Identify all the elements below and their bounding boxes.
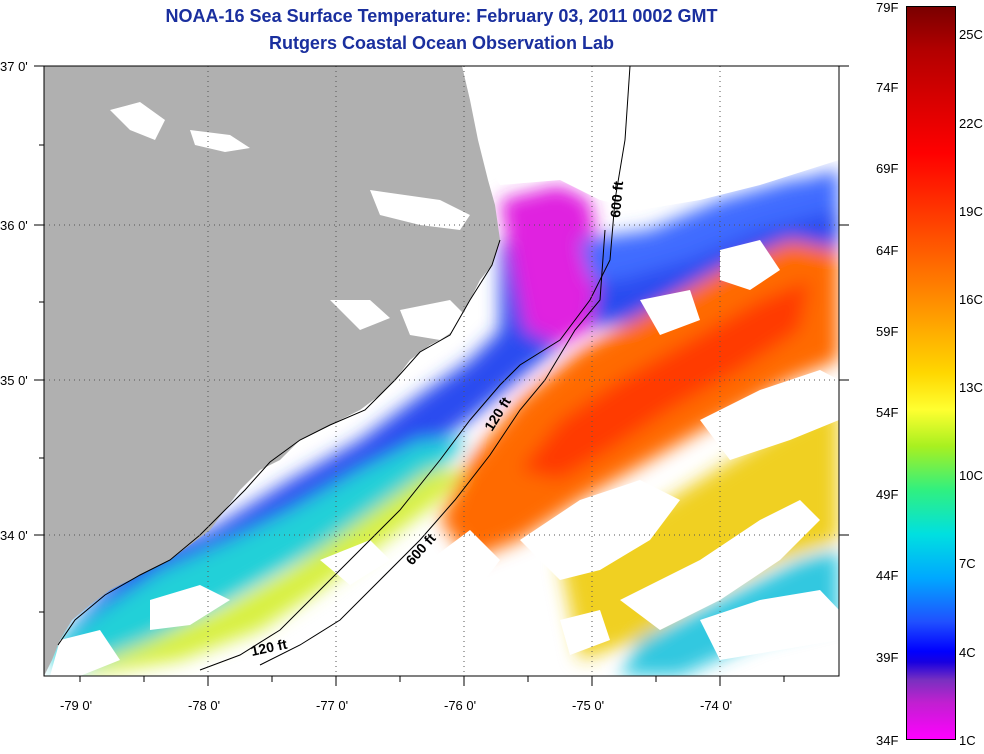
- contour-label: 600 ft: [607, 180, 626, 218]
- colorbar-c-label: 10C: [959, 468, 983, 483]
- lon-label: -74 0': [700, 698, 733, 713]
- colorbar-c-label: 22C: [959, 116, 983, 131]
- land-mass: [44, 66, 500, 676]
- bathymetry-contours: [57, 65, 631, 671]
- lon-label: -79 0': [60, 698, 93, 713]
- color-scale-bar: [906, 6, 956, 740]
- colorbar-f-label: 74F: [876, 80, 899, 95]
- axis-ticks: [34, 65, 849, 686]
- lon-label: -76 0': [444, 698, 477, 713]
- colorbar-c-label: 7C: [959, 556, 976, 571]
- colorbar-f-label: 34F: [876, 733, 899, 748]
- colorbar-c-label: 13C: [959, 380, 983, 395]
- lat-label: 37 0': [0, 59, 28, 74]
- graticule: [44, 66, 839, 676]
- colorbar-f-label: 39F: [876, 650, 899, 665]
- colorbar-f-label: 44F: [876, 568, 899, 583]
- colorbar-c-label: 19C: [959, 204, 983, 219]
- lat-label: 35 0': [0, 373, 28, 388]
- colorbar-c-label: 1C: [959, 733, 976, 748]
- colorbar-f-label: 69F: [876, 161, 899, 176]
- colorbar-f-label: 64F: [876, 243, 899, 258]
- cloud-cover: [50, 66, 839, 676]
- lon-label: -78 0': [188, 698, 221, 713]
- colorbar-c-label: 16C: [959, 292, 983, 307]
- chart-title: NOAA-16 Sea Surface Temperature: Februar…: [165, 6, 718, 26]
- colorbar-f-label: 54F: [876, 405, 899, 420]
- colorbar-f-label: 49F: [876, 487, 899, 502]
- lon-label: -77 0': [316, 698, 349, 713]
- inland-water: [110, 102, 470, 340]
- colorbar-c-label: 25C: [959, 27, 983, 42]
- lat-label: 36 0': [0, 218, 28, 233]
- chart-subtitle: Rutgers Coastal Ocean Observation Lab: [268, 33, 615, 53]
- colorbar-f-label: 59F: [876, 324, 899, 339]
- colorbar-c-label: 4C: [959, 645, 976, 660]
- lon-label: -75 0': [572, 698, 605, 713]
- lat-label: 34 0': [0, 528, 28, 543]
- contour-label: 120 ft: [249, 636, 288, 659]
- colorbar-f-label: 79F: [876, 0, 899, 15]
